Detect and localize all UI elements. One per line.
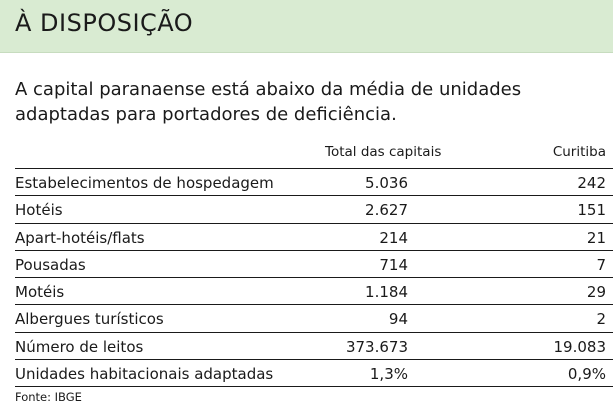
- row-label: Hotéis: [15, 201, 63, 220]
- table-row: Albergues turísticos 94 2: [15, 305, 613, 333]
- row-curitiba-value: 151: [577, 201, 606, 220]
- row-curitiba-value: 7: [596, 255, 606, 274]
- row-total-value: 1,3%: [369, 365, 408, 384]
- row-label: Albergues turísticos: [15, 310, 164, 329]
- table-row: Motéis 1.184 29: [15, 278, 613, 306]
- table-row: Hotéis 2.627 151: [15, 196, 613, 224]
- table-row: Estabelecimentos de hospedagem 5.036 242: [15, 169, 613, 197]
- row-label: Apart-hotéis/flats: [15, 228, 145, 247]
- page-title: À DISPOSIÇÃO: [15, 9, 194, 37]
- data-table: Total das capitais Curitiba Estabelecime…: [15, 140, 613, 388]
- table-row: Apart-hotéis/flats 214 21: [15, 224, 613, 251]
- source-note: Fonte: IBGE: [15, 390, 82, 404]
- row-total-value: 2.627: [365, 201, 408, 220]
- row-curitiba-value: 29: [586, 283, 606, 302]
- row-total-value: 214: [379, 228, 408, 247]
- row-total-value: 1.184: [365, 283, 408, 302]
- row-total-value: 373.673: [345, 337, 408, 356]
- table-row: Unidades habitacionais adaptadas 1,3% 0,…: [15, 360, 613, 388]
- table-header: Total das capitais Curitiba: [15, 140, 613, 169]
- row-curitiba-value: 21: [586, 228, 606, 247]
- row-label: Estabelecimentos de hospedagem: [15, 174, 274, 192]
- lede-text: A capital paranaense está abaixo da médi…: [15, 79, 522, 125]
- row-total-value: 5.036: [365, 174, 408, 192]
- row-curitiba-value: 19.083: [553, 337, 607, 356]
- table-row: Número de leitos 373.673 19.083: [15, 333, 613, 361]
- row-total-value: 94: [388, 310, 408, 329]
- row-curitiba-value: 0,9%: [567, 365, 606, 384]
- row-label: Motéis: [15, 283, 65, 302]
- row-curitiba-value: 242: [577, 174, 606, 192]
- header-band: À DISPOSIÇÃO: [0, 0, 613, 53]
- row-label: Número de leitos: [15, 337, 144, 356]
- column-header-total: Total das capitais: [325, 144, 442, 160]
- row-label: Pousadas: [15, 255, 86, 274]
- table-row: Pousadas 714 7: [15, 251, 613, 279]
- row-label: Unidades habitacionais adaptadas: [15, 365, 274, 384]
- row-curitiba-value: 2: [596, 310, 606, 329]
- row-total-value: 714: [379, 255, 408, 274]
- column-header-curitiba: Curitiba: [552, 144, 606, 160]
